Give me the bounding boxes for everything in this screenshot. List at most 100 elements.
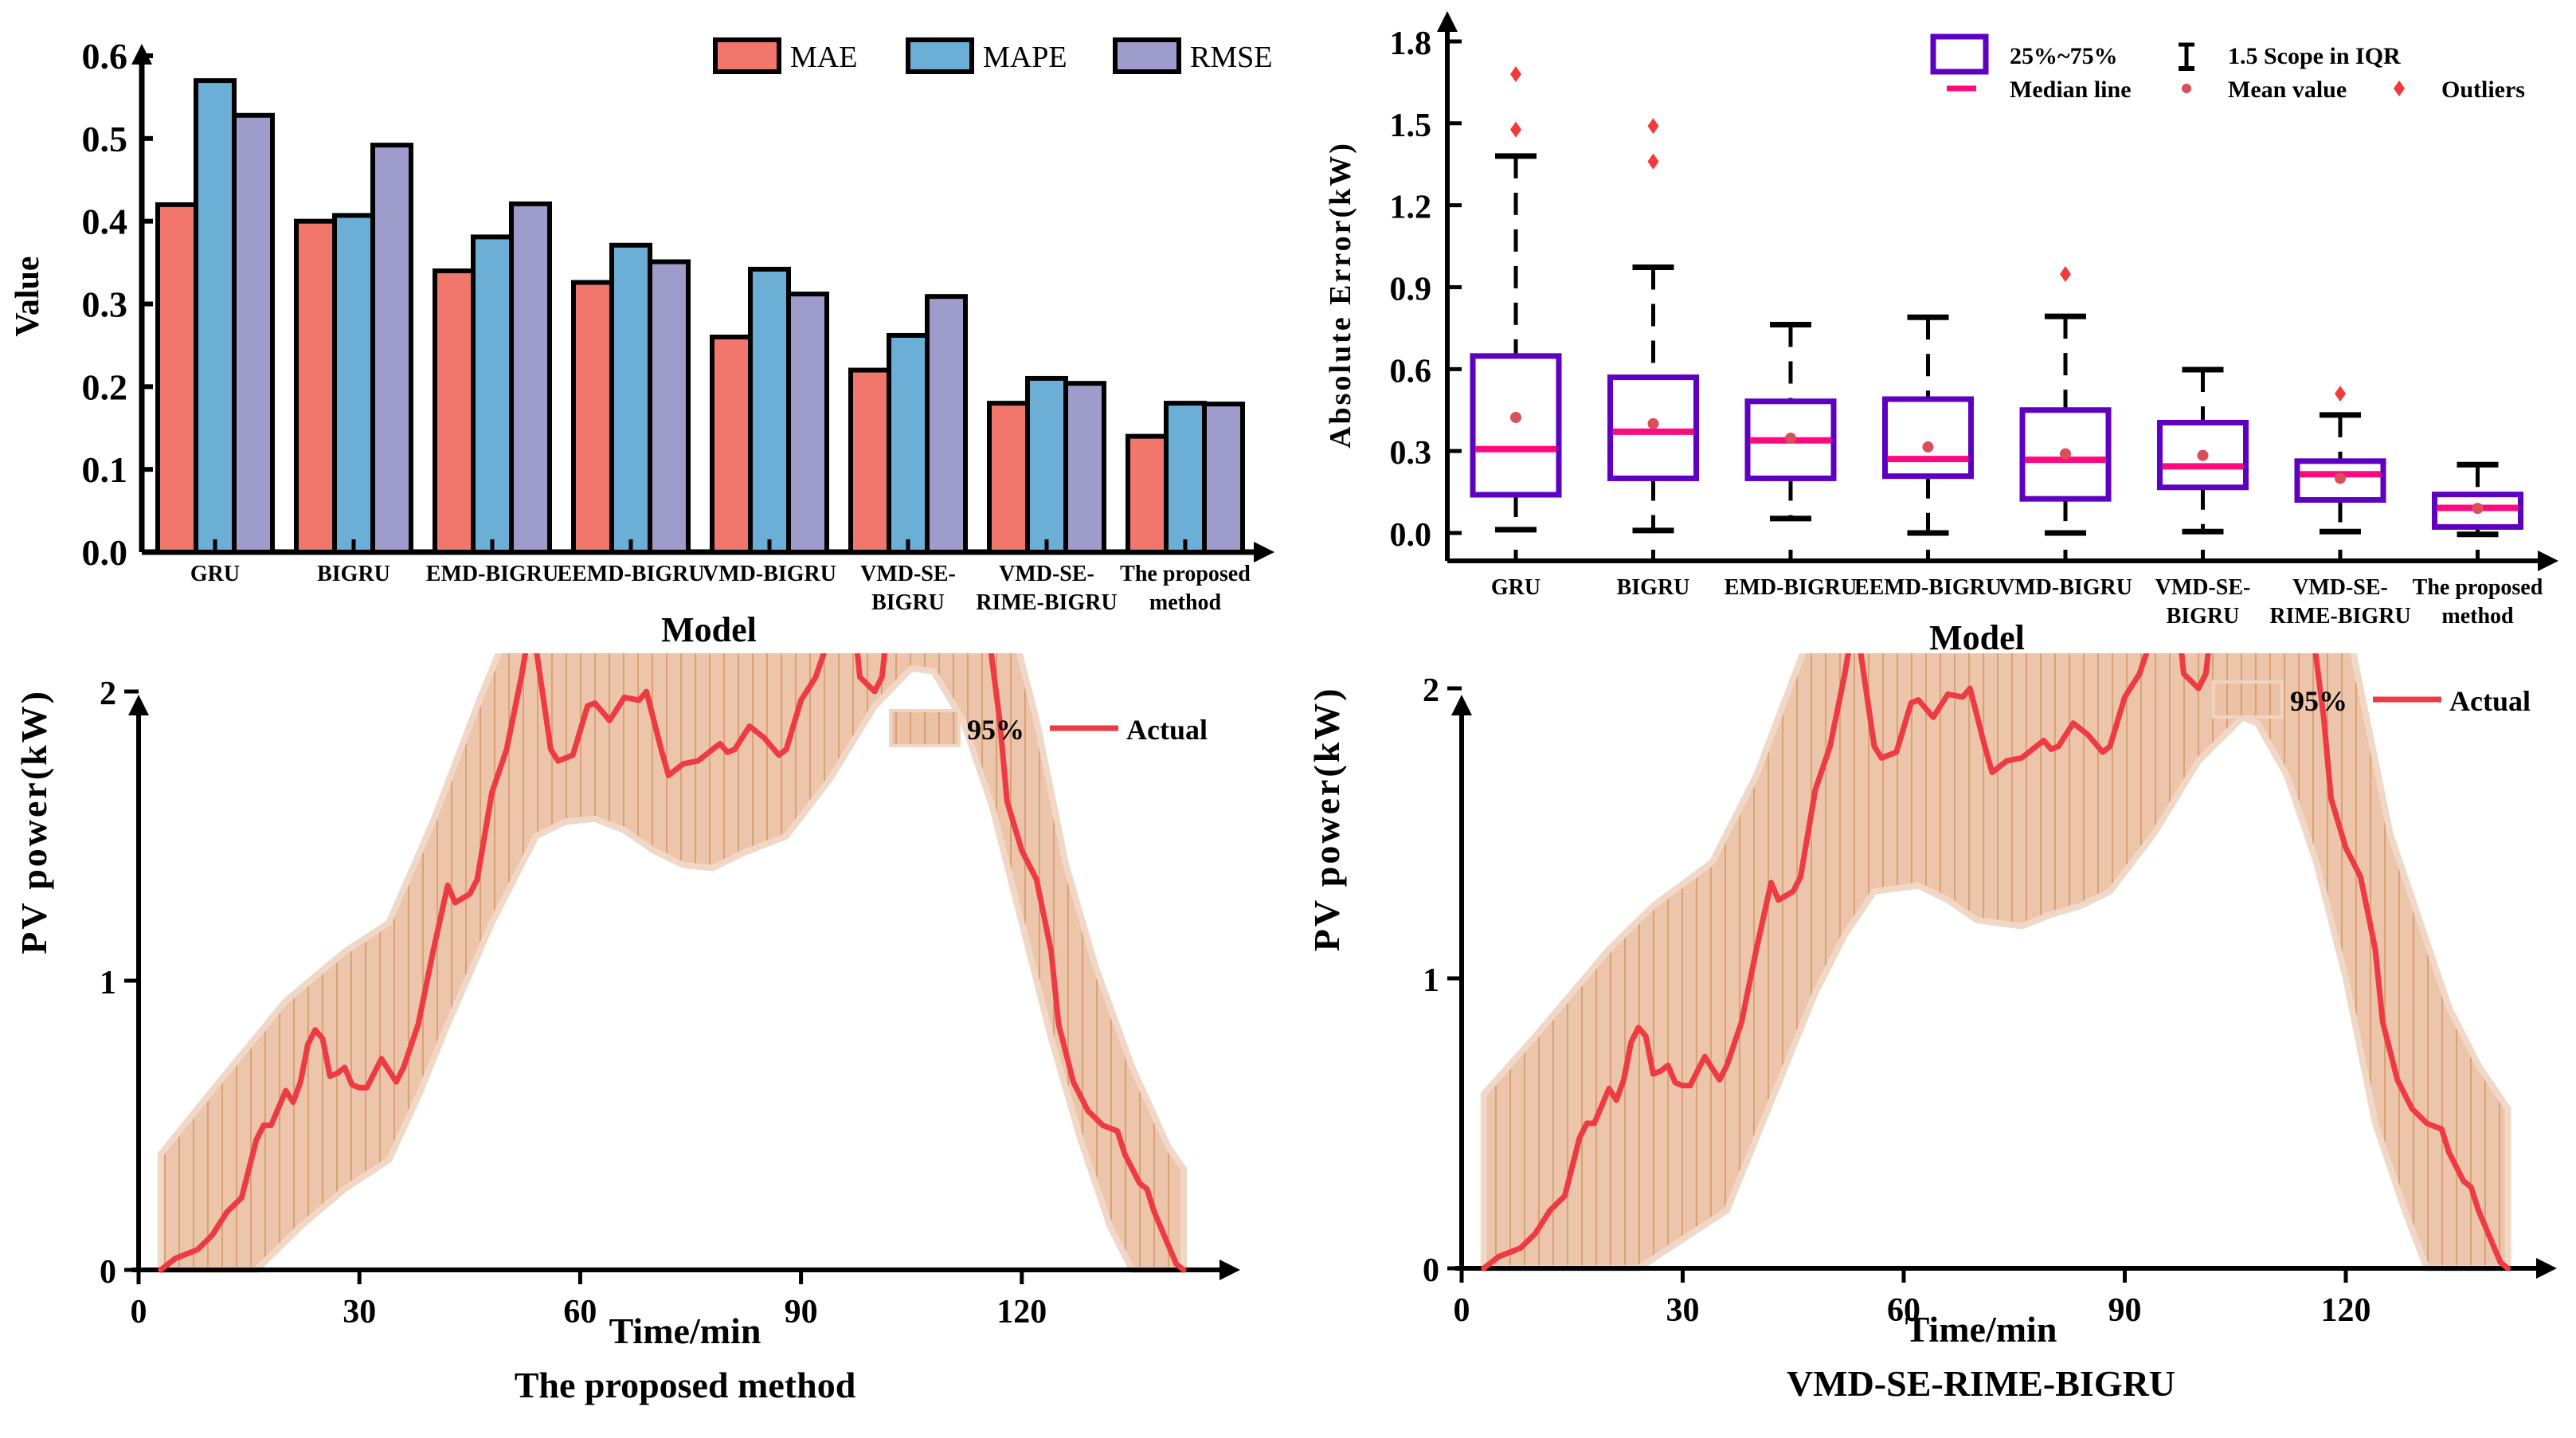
- chart-title: The proposed method: [515, 1365, 856, 1405]
- y-tick-label: 2: [1423, 672, 1439, 709]
- bar-rmse: [370, 143, 413, 554]
- outlier-marker: [1510, 66, 1521, 83]
- x-tick-label: BIGRU: [871, 590, 945, 615]
- x-tick-label: GRU: [1491, 575, 1541, 600]
- y-axis-title: PV power(kW): [14, 689, 54, 954]
- y-axis-title: Value: [10, 256, 46, 336]
- legend-label-rmse: RMSE: [1190, 41, 1272, 74]
- outlier-marker: [1510, 121, 1521, 138]
- outlier-marker: [2060, 266, 2071, 283]
- bar-chart-panel: 0.0 0.1 0.2 0.3 0.4 0.5 0.6 GRU BIGRU EMD-BIGRU EE…: [0, 0, 1288, 653]
- y-tick-label: 0.4: [82, 202, 128, 242]
- mean-marker: [1510, 411, 1521, 423]
- outlier-marker: [1647, 118, 1659, 135]
- bar-mae: [433, 268, 476, 554]
- x-axis-title: Time/min: [609, 1311, 761, 1351]
- boxplot-panel: 0.0 0.3 0.6 0.9 1.2 1.5 1.8 GRU BIGRU EMD-BIGRU EE…: [1288, 0, 2576, 657]
- bar-mae: [987, 401, 1030, 554]
- interval-chart-vmd-se-rime-panel: 01230306090120Time/minVMD-SE-RIME-BIGRUP…: [1288, 366, 2576, 1434]
- mean-marker: [1647, 417, 1659, 429]
- x-tick-label: 90: [2108, 1292, 2142, 1329]
- y-axis-title: Absolute Error(kW): [1324, 141, 1357, 449]
- legend-label-outlier: Outliers: [2441, 76, 2525, 103]
- x-tick-label: 60: [1887, 1292, 1920, 1329]
- mean-marker: [1785, 433, 1796, 445]
- x-tick-label: EEMD-BIGRU: [1854, 575, 2002, 600]
- y-tick-label: 0.9: [1390, 271, 1432, 308]
- y-tick-label: 1: [1423, 962, 1439, 999]
- axis-arrow-up: [1451, 695, 1472, 715]
- mean-marker: [2060, 448, 2071, 460]
- legend-mean-icon: [2182, 84, 2191, 93]
- bar-mape: [332, 213, 375, 554]
- iqr-box: [1882, 396, 1974, 480]
- axis-arrow-right: [1219, 1260, 1240, 1280]
- x-tick-label: 30: [1666, 1292, 1700, 1329]
- legend-swatch-mae: [713, 37, 781, 74]
- legend-label-actual: Actual: [2449, 685, 2531, 717]
- x-tick-label: 120: [996, 1294, 1047, 1330]
- bar-rmse: [925, 294, 968, 554]
- legend-label-mape: MAPE: [983, 41, 1067, 74]
- x-tick-label: VMD-SE-: [2155, 575, 2251, 600]
- x-tick-label: VMD-SE-: [2292, 575, 2388, 600]
- iqr-box: [1470, 353, 1562, 498]
- x-tick-label: The proposed: [2413, 575, 2543, 600]
- legend-label-median: Median line: [2010, 76, 2132, 103]
- y-tick-label: 0.0: [82, 532, 128, 573]
- bar-mae: [1126, 433, 1169, 555]
- legend-label-mae: MAE: [790, 41, 857, 74]
- bar-mape: [748, 266, 791, 554]
- x-tick-label: VMD-BIGRU: [703, 562, 836, 586]
- bar-rmse: [1063, 381, 1106, 554]
- legend-label-mean: Mean value: [2228, 76, 2347, 103]
- x-tick-label: RIME-BIGRU: [976, 590, 1117, 615]
- bar-rmse: [509, 201, 552, 554]
- legend-swatch-mape: [906, 37, 974, 74]
- legend-band-swatch: [2212, 680, 2284, 719]
- mean-marker: [1922, 441, 1934, 453]
- bar-mae: [710, 335, 753, 554]
- bar-mae: [848, 367, 891, 555]
- axis-arrow-right: [1254, 542, 1274, 562]
- y-axis-title: PV power(kW): [1306, 686, 1347, 951]
- legend-label-box: 25%~75%: [2010, 43, 2118, 69]
- y-tick-label: 0.3: [1390, 435, 1432, 472]
- x-tick-label: 90: [785, 1294, 818, 1330]
- x-tick-label: EMD-BIGRU: [426, 562, 558, 586]
- x-tick-label: RIME-BIGRU: [2269, 604, 2410, 629]
- x-axis-title: Model: [661, 610, 757, 649]
- y-tick-label: 0.5: [82, 119, 128, 159]
- x-tick-label: 0: [1454, 1292, 1470, 1329]
- legend-swatch-rmse: [1113, 37, 1181, 74]
- legend-band-swatch: [889, 709, 961, 747]
- mean-marker: [2472, 503, 2484, 515]
- x-tick-label: VMD-BIGRU: [1999, 575, 2132, 600]
- prediction-interval-band: [157, 428, 1188, 1273]
- legend-label-band: 95%: [967, 714, 1024, 746]
- legend-label-actual: Actual: [1126, 714, 1208, 746]
- bar-rmse: [786, 292, 829, 554]
- x-tick-label: method: [2441, 604, 2514, 629]
- actual-power-line: [1481, 464, 2511, 1271]
- axis-arrow-up: [1437, 11, 1458, 32]
- y-tick-label: 1.8: [1390, 25, 1432, 62]
- bar-mae: [571, 280, 614, 554]
- error-metrics-bar-chart: 0.0 0.1 0.2 0.3 0.4 0.5 0.6 GRU BIGRU EMD-BIGRUEE…: [10, 36, 1274, 649]
- bar-mape: [609, 242, 652, 554]
- x-tick-label: 60: [563, 1294, 597, 1330]
- x-tick-label: 120: [2321, 1292, 2371, 1329]
- bar-mape: [887, 332, 930, 554]
- outlier-marker: [2335, 386, 2346, 402]
- y-tick-label: 0.0: [1390, 517, 1432, 554]
- x-tick-label: BIGRU: [317, 562, 390, 586]
- bar-mape: [471, 234, 514, 554]
- x-tick-label: 30: [343, 1294, 376, 1330]
- chart-title: VMD-SE-RIME-BIGRU: [1787, 1363, 2175, 1404]
- axis-arrow-right: [2538, 551, 2558, 571]
- mean-marker: [2335, 472, 2346, 484]
- mean-marker: [2197, 449, 2209, 461]
- x-tick-label: method: [1149, 590, 1222, 615]
- bar-mape: [194, 78, 237, 554]
